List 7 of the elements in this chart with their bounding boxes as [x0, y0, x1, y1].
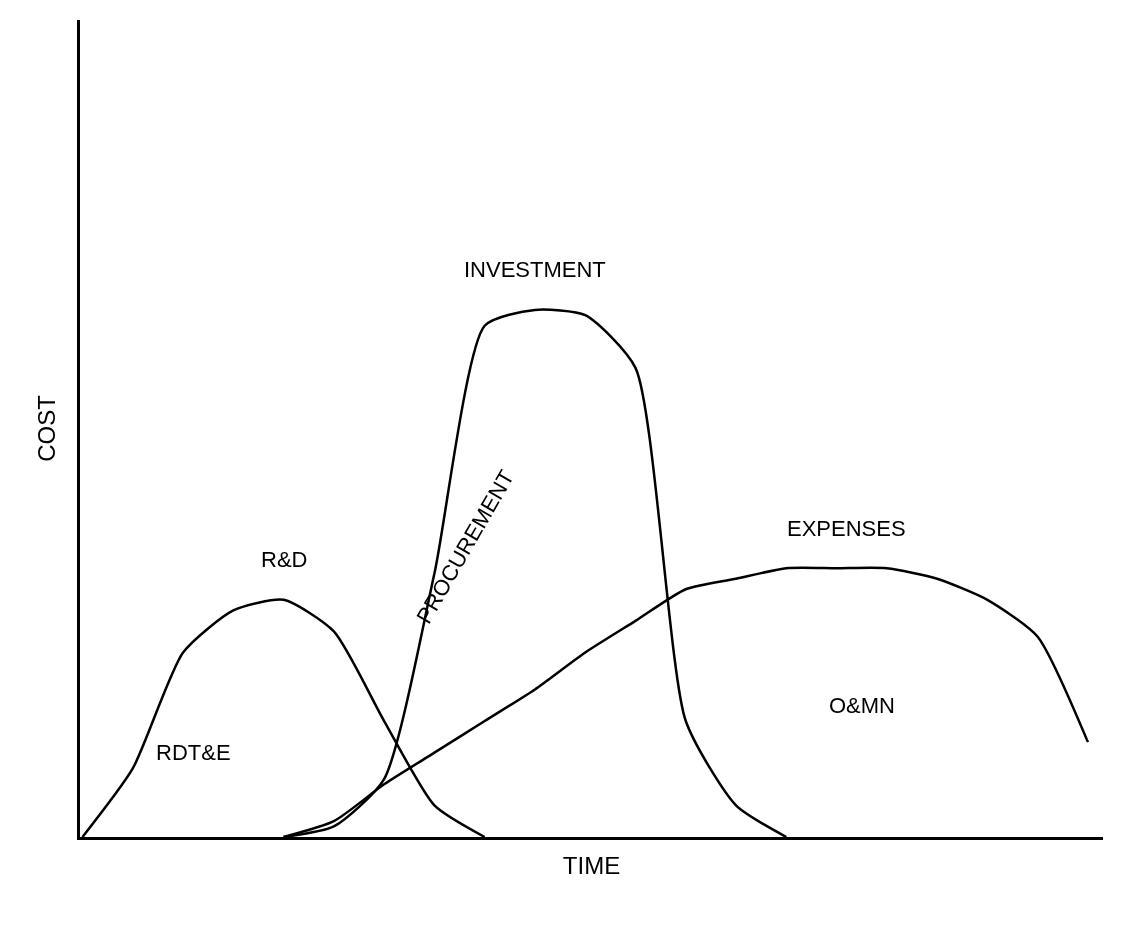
series-label: R&D — [261, 547, 308, 572]
annotation: RDT&E — [156, 740, 231, 765]
series-label: INVESTMENT — [464, 257, 606, 282]
series-label: EXPENSES — [787, 516, 906, 541]
x-axis-title: TIME — [562, 852, 621, 880]
annotation: O&MN — [829, 693, 895, 718]
y-axis-title: COST — [33, 394, 61, 462]
